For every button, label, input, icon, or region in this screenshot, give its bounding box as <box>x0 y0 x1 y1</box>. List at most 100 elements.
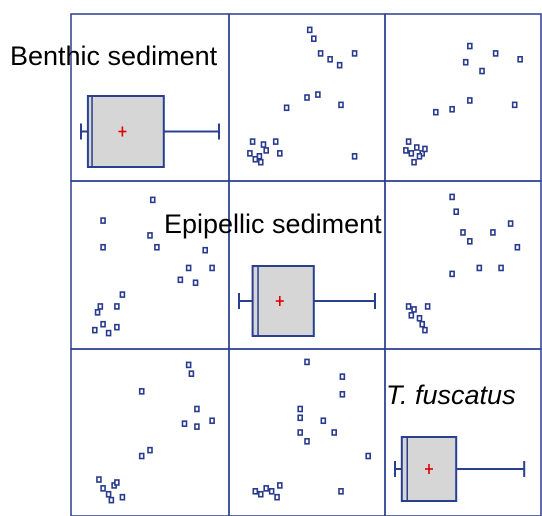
scatter-point-r1-c2-8 <box>449 270 455 278</box>
scatter-point-r1-c0-16 <box>92 326 98 334</box>
scatter-point-r1-c0-4 <box>100 243 106 251</box>
scatter-point-r0-c2-10 <box>413 144 420 151</box>
scatter-point-r1-c0-14 <box>100 320 106 328</box>
variable-label-2: T. fuscatus <box>386 380 516 410</box>
scatter-point-r0-c1-17 <box>252 155 259 163</box>
scatter-point-r0-c2-16 <box>422 145 428 153</box>
scatter-point-r1-c2-14 <box>408 312 415 319</box>
scatter-point-r0-c1-11 <box>249 138 256 145</box>
scatter-point-r0-c1-19 <box>247 150 253 157</box>
scatter-point-r1-c0-0 <box>149 196 156 204</box>
scatter-point-r1-c0-15 <box>114 323 120 331</box>
scatter-point-r1-c2-3 <box>490 229 496 236</box>
scatter-point-r0-c1-5 <box>336 61 343 69</box>
scatter-point-r1-c0-8 <box>192 279 199 287</box>
scatter-point-r2-c0-5 <box>194 423 200 430</box>
scatter-point-r0-c2-8 <box>449 105 455 113</box>
panel-frame-r1-c0 <box>70 180 230 350</box>
scatter-point-r2-c0-2 <box>138 388 145 395</box>
scatter-point-r0-c1-2 <box>317 50 324 57</box>
scatter-point-r2-c1-12 <box>257 490 264 498</box>
scatter-point-r1-c0-17 <box>105 329 112 337</box>
scatter-point-r0-c1-4 <box>351 50 358 57</box>
scatter-point-r1-c2-15 <box>422 326 428 334</box>
scatter-point-r1-c2-10 <box>411 306 417 313</box>
panel-frame-r2-c2 <box>384 348 542 516</box>
scatter-point-r0-c2-7 <box>432 108 439 116</box>
scatter-point-r0-c2-11 <box>408 150 415 157</box>
scatter-point-r1-c0-12 <box>97 303 104 310</box>
scatter-point-r2-c1-6 <box>297 429 304 436</box>
scatter-point-r1-c2-0 <box>449 193 455 201</box>
scatter-point-r1-c2-5 <box>514 243 521 251</box>
scatter-point-r2-c0-8 <box>138 452 145 460</box>
scatter-point-r2-c1-7 <box>331 429 338 436</box>
scatter-point-r1-c0-11 <box>114 303 120 310</box>
scatter-point-r1-c2-6 <box>498 264 504 272</box>
scatter-point-r0-c1-14 <box>272 138 279 145</box>
scatter-point-r1-c2-12 <box>424 303 431 310</box>
scatter-point-r0-c2-14 <box>416 153 423 160</box>
scatter-point-r0-c2-4 <box>479 67 485 75</box>
scatter-point-r2-c1-9 <box>365 452 372 460</box>
scatter-point-r0-c1-3 <box>327 55 333 63</box>
scatter-point-r2-c1-13 <box>263 485 270 492</box>
scatter-point-r0-c2-3 <box>462 58 469 66</box>
scatter-point-r1-c2-4 <box>507 220 514 227</box>
scatter-point-r2-c0-3 <box>194 405 200 413</box>
scatter-point-r0-c1-9 <box>283 104 290 112</box>
scatter-point-r0-c1-18 <box>257 158 264 166</box>
scatter-point-r1-c2-2 <box>460 229 466 236</box>
scatter-point-r2-c1-3 <box>297 405 304 413</box>
scatter-point-r2-c0-14 <box>108 496 115 504</box>
panel-frame-r0-c2 <box>384 13 542 182</box>
scatter-point-r1-c2-13 <box>419 320 426 328</box>
scatter-point-r2-c1-16 <box>274 493 280 501</box>
scatter-point-r0-c1-7 <box>315 91 321 98</box>
scatter-point-r2-c1-5 <box>297 414 304 422</box>
scatter-point-r0-c2-13 <box>411 158 417 166</box>
scatter-point-r2-c0-10 <box>100 485 106 492</box>
scatter-point-r0-c1-10 <box>351 153 358 160</box>
scatter-point-r1-c0-7 <box>185 264 192 272</box>
scatter-point-r2-c0-6 <box>209 417 215 425</box>
scatter-point-r1-c2-1 <box>453 208 460 216</box>
scatter-point-r1-c0-3 <box>154 243 160 251</box>
scatter-point-r0-c1-8 <box>338 101 344 109</box>
scatter-point-r1-c2-11 <box>416 314 423 322</box>
scatter-point-r2-c0-7 <box>147 446 153 454</box>
scatter-point-r2-c1-4 <box>320 417 327 425</box>
scatter-point-r0-c1-13 <box>263 147 270 154</box>
scatter-point-r0-c2-2 <box>517 55 523 63</box>
scatter-point-r2-c0-13 <box>119 493 126 501</box>
scatter-point-r1-c0-5 <box>202 246 208 254</box>
scatter-point-r2-c0-11 <box>105 490 112 498</box>
scatter-point-r2-c0-0 <box>185 361 192 369</box>
scatter-point-r2-c1-15 <box>276 482 283 489</box>
scatter-point-r1-c0-1 <box>147 232 153 239</box>
scatter-point-r0-c1-12 <box>260 141 267 148</box>
scatter-point-r0-c2-6 <box>511 101 518 109</box>
panel-frame-r2-c0 <box>70 348 230 516</box>
scatter-point-r2-c1-14 <box>268 487 275 495</box>
scatter-point-r1-c0-10 <box>119 291 126 298</box>
scatter-point-r1-c2-16 <box>405 303 412 310</box>
scatter-point-r2-c1-0 <box>304 358 310 366</box>
scatter-point-r0-c1-16 <box>276 150 283 157</box>
scatter-point-r0-c1-1 <box>310 35 317 43</box>
scatter-point-r2-c1-10 <box>338 487 344 495</box>
scatter-point-r2-c1-2 <box>339 390 346 398</box>
scatter-point-r2-c0-9 <box>96 476 102 483</box>
scatter-point-r0-c2-0 <box>466 42 473 50</box>
panel-frame-r2-c1 <box>228 348 386 516</box>
scatter-point-r2-c1-11 <box>252 487 259 495</box>
scatter-point-r0-c2-5 <box>466 97 473 104</box>
variable-label-0: Benthic sediment <box>10 41 218 71</box>
scatter-point-r0-c1-6 <box>304 94 310 101</box>
panel-frame-r1-c2 <box>384 180 542 350</box>
scatter-point-r2-c0-15 <box>114 479 120 486</box>
scatter-point-r1-c0-13 <box>94 309 101 316</box>
scatter-point-r0-c2-1 <box>492 50 499 57</box>
scatter-point-r1-c2-7 <box>476 264 483 272</box>
